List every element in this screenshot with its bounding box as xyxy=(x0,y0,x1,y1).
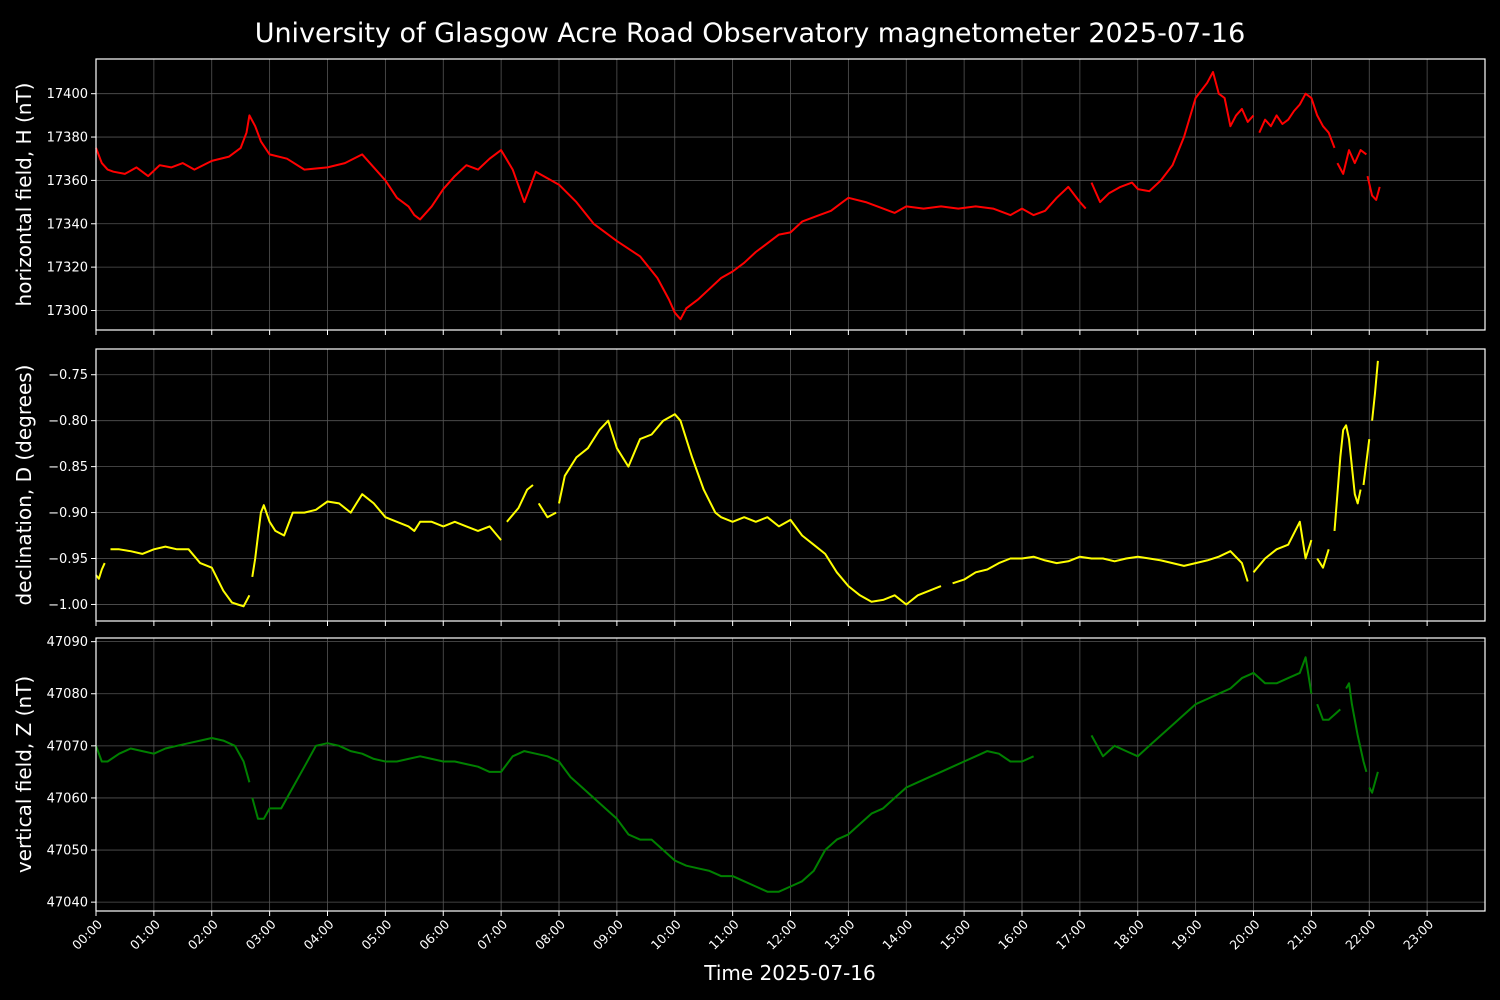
series-declination-segment-1 xyxy=(110,545,251,608)
series-declination-segment-10 xyxy=(1362,438,1371,486)
series-vertical-segment-5 xyxy=(1368,771,1379,794)
series-horizontal-segment-1 xyxy=(1090,71,1255,204)
series-declination-segment-6 xyxy=(952,550,1249,585)
series-declination-segment-11 xyxy=(1371,360,1379,421)
series-horizontal-segment-0 xyxy=(95,114,1087,321)
axes-frame-vertical xyxy=(95,637,1486,912)
series-declination-segment-9 xyxy=(1333,424,1362,531)
y-tick-label: 47050 xyxy=(47,844,88,859)
chart-title: University of Glasgow Acre Road Observat… xyxy=(255,18,1246,49)
y-tick-label: 47060 xyxy=(47,791,88,806)
series-vertical-segment-2 xyxy=(1090,656,1313,758)
axes-frame-declination xyxy=(95,348,1486,622)
y-axis-label-vertical: vertical field, Z (nT) xyxy=(12,676,36,873)
y-tick-label: −0.95 xyxy=(48,552,88,567)
series-horizontal-segment-2 xyxy=(1258,92,1336,149)
axes-frame-horizontal xyxy=(95,58,1486,331)
y-axis-label-horizontal: horizontal field, H (nT) xyxy=(12,83,36,307)
y-tick-label: −0.75 xyxy=(48,368,88,383)
series-declination-segment-2 xyxy=(251,493,502,578)
panel-declination: −1.00 −0.95 −0.90 −0.85 −0.80 −0.75 declinatio… xyxy=(12,348,1486,626)
y-tick-label: 17400 xyxy=(47,87,88,102)
grid-horizontal xyxy=(95,59,1485,330)
y-tick-label: 17340 xyxy=(47,217,88,232)
y-tick-label: 47090 xyxy=(47,635,88,650)
panel-horizontal: 17300 17320 17340 17360 17380 17400 horizontal… xyxy=(12,58,1486,335)
series-vertical-segment-4 xyxy=(1345,682,1368,773)
y-tick-label: −0.85 xyxy=(48,460,88,475)
y-tick-label: 17320 xyxy=(47,261,88,276)
series-declination-segment-0 xyxy=(95,562,106,580)
y-tick-label: 47070 xyxy=(47,739,88,754)
y-axis-label-declination: declination, D (degrees) xyxy=(12,365,36,606)
series-vertical-segment-3 xyxy=(1316,703,1341,721)
series-declination-segment-5 xyxy=(558,413,942,606)
grid-declination xyxy=(95,349,1485,621)
series-declination-segment-3 xyxy=(506,484,534,523)
y-tick-label: −0.90 xyxy=(48,506,88,521)
series-declination-segment-8 xyxy=(1316,549,1330,569)
y-tick-label: 47040 xyxy=(47,896,88,911)
series-vertical-segment-0 xyxy=(95,737,251,783)
y-tick-label: 17380 xyxy=(47,131,88,146)
y-tick-label: 17360 xyxy=(47,174,88,189)
y-tick-label: −0.80 xyxy=(48,414,88,429)
y-tick-label: 47080 xyxy=(47,687,88,702)
panel-vertical: 47040 47050 47060 47070 47080 47090 vertical f… xyxy=(12,635,1486,916)
y-tick-label: −1.00 xyxy=(48,598,88,613)
series-declination-segment-4 xyxy=(537,502,557,519)
series-declination-segment-7 xyxy=(1252,520,1313,573)
y-tick-label: 17300 xyxy=(47,304,88,319)
x-axis-label: Time 2025-07-16 xyxy=(703,961,876,985)
series-horizontal-segment-4 xyxy=(1366,175,1381,201)
series-vertical-segment-1 xyxy=(251,742,1035,893)
series-horizontal-segment-3 xyxy=(1336,149,1367,175)
